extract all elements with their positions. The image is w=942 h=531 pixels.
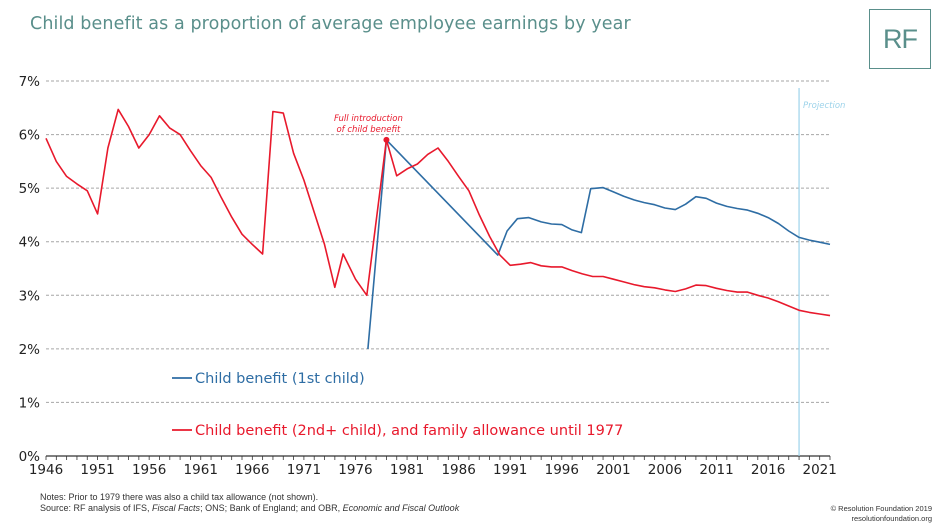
credit: © Resolution Foundation 2019 resolutionf… xyxy=(831,504,932,524)
x-tick-label: 1951 xyxy=(80,462,114,478)
y-tick-label: 2% xyxy=(19,342,41,358)
y-tick-label: 7% xyxy=(19,74,41,90)
source-middle: ; ONS; Bank of England; and OBR, xyxy=(200,503,343,513)
annotation-label-line1: Full introduction xyxy=(334,114,403,124)
resolution-foundation-logo: RF xyxy=(869,9,931,69)
x-tick-label: 1996 xyxy=(545,462,579,478)
credit-copyright: © Resolution Foundation 2019 xyxy=(830,504,932,513)
x-tick-label: 1966 xyxy=(235,462,269,478)
x-tick-label: 1956 xyxy=(132,462,166,478)
y-tick-label: 3% xyxy=(19,288,41,304)
grid-lines xyxy=(46,80,830,403)
series-lines xyxy=(45,108,831,349)
legend-label: Child benefit (1st child) xyxy=(195,371,365,387)
x-tick-label: 1946 xyxy=(29,462,63,478)
y-tick-label: 0% xyxy=(19,449,41,465)
legend: Child benefit (1st child) Child benefit (… xyxy=(172,371,623,439)
annotation-label-line2: of child benefit xyxy=(336,125,401,135)
x-tick-label: 2016 xyxy=(751,462,785,478)
series-line-second-child xyxy=(45,108,831,317)
chart-title: Child benefit as a proportion of average… xyxy=(30,14,631,34)
credit-url: resolutionfoundation.org xyxy=(851,514,932,523)
source-line: Source: RF analysis of IFS, Fiscal Facts… xyxy=(40,503,459,514)
projection-marker: Projection xyxy=(798,88,845,456)
annotation-marker xyxy=(383,136,390,143)
notes-line: Notes: Prior to 1979 there was also a ch… xyxy=(40,492,319,502)
y-tick-label: 6% xyxy=(19,128,41,144)
series-line-first-child xyxy=(367,139,831,349)
x-tick-label: 1961 xyxy=(184,462,218,478)
y-tick-label: 5% xyxy=(19,181,41,197)
axes: 0% 1% 2% 3% 4% 5% 6% 7% 1946 1951 1956 1961 1966 1971… xyxy=(19,74,837,478)
x-tick-label: 2011 xyxy=(699,462,733,478)
legend-label: Child benefit (2nd+ child), and family a… xyxy=(195,423,623,439)
x-tick-label: 1971 xyxy=(287,462,321,478)
x-tick-label: 1976 xyxy=(338,462,372,478)
chart-notes: Notes: Prior to 1979 there was also a ch… xyxy=(40,492,459,514)
x-tick-label: 1986 xyxy=(441,462,475,478)
x-tick-label: 1981 xyxy=(390,462,424,478)
projection-label: Projection xyxy=(803,101,845,111)
x-tick-label: 2021 xyxy=(803,462,837,478)
y-tick-label: 1% xyxy=(19,395,41,411)
x-tick-label: 2001 xyxy=(596,462,630,478)
y-tick-label: 4% xyxy=(19,235,41,251)
x-tick-label: 1991 xyxy=(493,462,527,478)
source-prefix: Source: RF analysis of IFS, xyxy=(40,503,153,513)
x-tick-label: 2006 xyxy=(648,462,682,478)
source-fiscal-facts: Fiscal Facts xyxy=(152,503,201,513)
source-efo: Economic and Fiscal Outlook xyxy=(342,503,460,513)
